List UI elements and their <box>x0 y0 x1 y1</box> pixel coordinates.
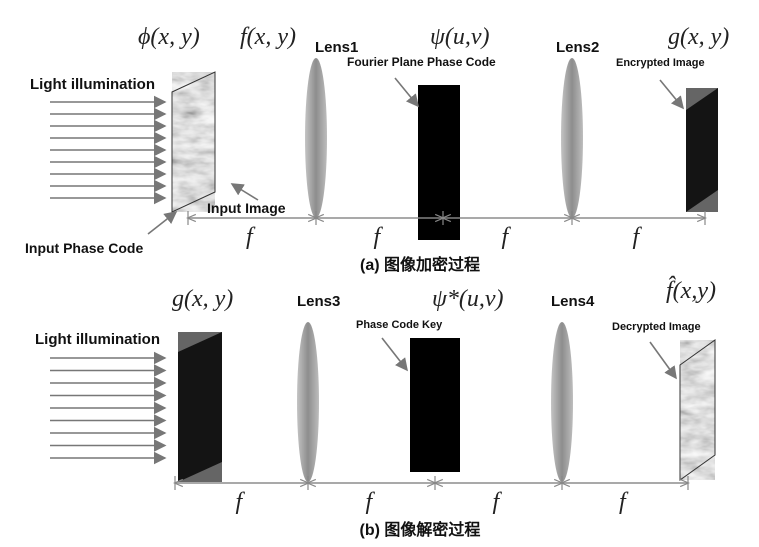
distance-label: f <box>633 224 643 250</box>
distance-label: f <box>246 224 256 250</box>
annotation: Fourier Plane Phase Code <box>347 55 496 69</box>
light-rays <box>50 351 167 465</box>
lens <box>551 322 573 482</box>
encrypted-plate-noise <box>686 88 718 212</box>
lens <box>297 322 319 482</box>
caption: (b) 图像解密过程 <box>360 520 481 539</box>
decrypted-plate <box>680 340 715 480</box>
phase-plate-noise <box>410 338 460 472</box>
plane-label: f̂(x,y) <box>666 276 716 304</box>
distance-label: f <box>374 224 384 250</box>
panel-b: g(x, y) Lens3 ψ*(u,v) Lens4 f̂(x,y) Ligh… <box>35 276 716 539</box>
lens <box>305 58 327 218</box>
pointer-arrow <box>394 77 420 108</box>
plane-label: ψ(u,v) <box>430 24 490 50</box>
plane-label: g(x, y) <box>172 286 233 312</box>
lens-label: Lens1 <box>315 39 358 56</box>
distance-label: f <box>619 489 629 515</box>
annotation: Input Image <box>207 200 286 216</box>
encrypted-plate-noise <box>178 332 222 482</box>
distance-label: f <box>502 224 512 250</box>
pointer-arrow <box>147 211 178 235</box>
plate-outline <box>171 71 216 213</box>
plane-label: f(x, y) <box>240 24 296 50</box>
plate-outline <box>679 339 716 481</box>
plane-label: ϕ(x, y) <box>138 24 200 50</box>
annotation: Encrypted Image <box>616 57 705 69</box>
input-image-plate <box>172 72 215 212</box>
illumination-label: Light illumination <box>35 331 160 348</box>
distance-label: f <box>493 489 503 515</box>
pointer-arrow <box>381 337 408 372</box>
plane-label: ψ*(u,v) <box>432 286 504 312</box>
lens-label: Lens4 <box>551 293 595 310</box>
caption: (a) 图像加密过程 <box>360 255 480 274</box>
pointer-arrow <box>230 183 259 201</box>
light-rays <box>50 95 167 205</box>
lens-label: Lens3 <box>297 293 340 310</box>
lens-label: Lens2 <box>556 39 599 56</box>
illumination-label: Light illumination <box>30 76 155 93</box>
distance-label: f <box>366 489 376 515</box>
phase-plate-noise <box>418 85 460 240</box>
plane-label: g(x, y) <box>668 24 729 50</box>
lens <box>561 58 583 218</box>
distance-label: f <box>236 489 246 515</box>
annotation: Input Phase Code <box>25 240 143 256</box>
annotation: Decrypted Image <box>612 321 701 333</box>
pointer-arrow <box>649 341 677 380</box>
pointer-arrow <box>659 79 685 110</box>
panel-a: ϕ(x, y) f(x, y) Lens1 ψ(u,v) Lens2 g(x, … <box>25 24 729 274</box>
annotation: Phase Code Key <box>356 319 443 331</box>
